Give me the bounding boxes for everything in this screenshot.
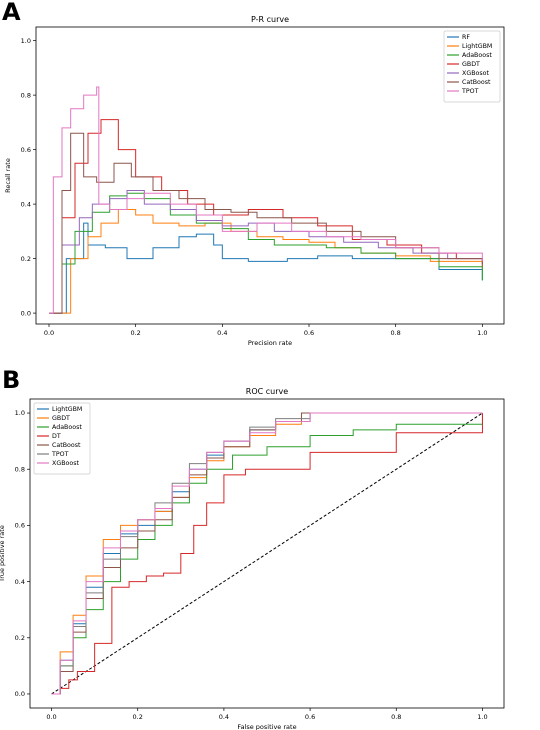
y-tick-label: 1.0 xyxy=(15,409,25,417)
x-tick-label: 1.0 xyxy=(477,713,487,721)
y-tick-label: 0.8 xyxy=(21,91,31,99)
series-line-xgbosot xyxy=(49,189,483,314)
legend-box xyxy=(443,30,501,103)
legend-label: LightGBM xyxy=(462,43,492,50)
chart-title: ROC curve xyxy=(246,387,288,396)
y-tick-label: 0.0 xyxy=(15,690,25,698)
y-tick-label: 0.4 xyxy=(15,578,25,586)
legend-label: XGBoost xyxy=(52,460,79,467)
series-line-tpot xyxy=(49,86,483,314)
y-tick-label: 0.6 xyxy=(15,522,25,530)
panel-label: A xyxy=(2,0,21,26)
legend-label: GBDT xyxy=(52,415,70,422)
x-tick-label: 0.6 xyxy=(305,713,315,721)
legend-label: TPOT xyxy=(51,451,69,458)
series-line-dt xyxy=(51,413,483,695)
x-tick-label: 1.0 xyxy=(477,329,487,337)
x-tick-label: 0.4 xyxy=(219,713,229,721)
plot-frame xyxy=(35,26,505,325)
legend-label: CatBoost xyxy=(52,442,81,449)
y-axis-label: True positive rate xyxy=(0,525,6,583)
x-tick-label: 0.0 xyxy=(44,329,54,337)
y-tick-label: 0.2 xyxy=(21,255,31,263)
x-tick-label: 0.6 xyxy=(304,329,314,337)
panel-b: B ROC curve 0.0 0.2 0.4 0.6 0.8 1.0 0.0 0.2 0.4 0.… xyxy=(0,368,540,730)
roc-curve-chart: ROC curve 0.0 0.2 0.4 0.6 0.8 1.0 0.0 0.2 0.4 0.6 0… xyxy=(0,387,505,730)
y-tick-label: 1.0 xyxy=(21,37,31,45)
panel-a: A P-R curve 0.0 0.2 0.4 0.6 0.8 1.0 0.0 0.2 0.4 0.… xyxy=(0,0,540,360)
x-tick-label: 0.0 xyxy=(46,713,56,721)
series-line-adaboost xyxy=(49,192,483,314)
y-axis-label: Recall rate xyxy=(4,158,12,193)
legend-label: DT xyxy=(52,433,61,440)
x-axis-label: False positive rate xyxy=(237,723,296,730)
pr-curve-chart: P-R curve 0.0 0.2 0.4 0.6 0.8 1.0 0.0 0.2 0.4 0.6 0… xyxy=(4,15,505,347)
legend-label: AdaBoost xyxy=(462,52,492,59)
legend-label: RF xyxy=(462,34,470,41)
chance-diagonal-line xyxy=(51,412,483,695)
x-tick-label: 0.2 xyxy=(130,329,140,337)
series-line-xgboost xyxy=(51,412,483,695)
y-tick-label: 0.6 xyxy=(21,146,31,154)
x-axis-label: Precision rate xyxy=(248,339,292,347)
x-tick-label: 0.2 xyxy=(133,713,143,721)
x-tick-label: 0.4 xyxy=(217,329,227,337)
x-tick-label: 0.8 xyxy=(390,329,400,337)
panel-label: B xyxy=(2,366,21,394)
series-line-gbdt xyxy=(49,119,483,314)
legend-label: AdaBoost xyxy=(52,424,82,431)
legend-label: GBDT xyxy=(462,61,480,68)
y-tick-label: 0.4 xyxy=(21,200,31,208)
y-tick-label: 0.0 xyxy=(21,309,31,317)
legend-label: CatBoost xyxy=(462,79,491,86)
series-line-catboost xyxy=(49,132,483,314)
legend-label: TPOT xyxy=(461,88,479,95)
legend-label: LightGBM xyxy=(52,406,82,413)
legend-label: XGBosot xyxy=(462,70,489,77)
chart-title: P-R curve xyxy=(251,15,289,24)
legend-box xyxy=(33,402,91,475)
y-tick-label: 0.2 xyxy=(15,634,25,642)
plot-frame xyxy=(29,398,505,709)
x-tick-label: 0.8 xyxy=(391,713,401,721)
y-tick-label: 0.8 xyxy=(15,465,25,473)
